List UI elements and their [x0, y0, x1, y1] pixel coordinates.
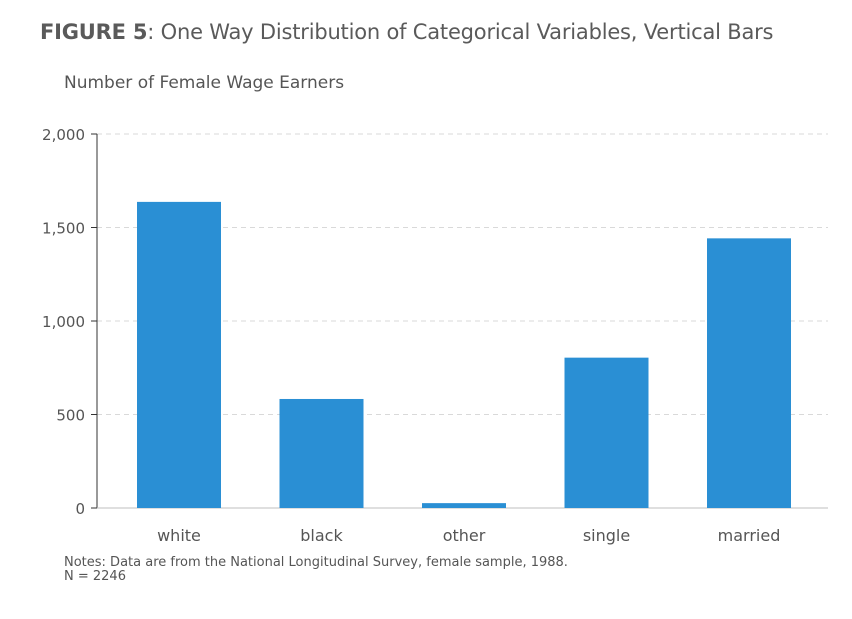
- y-tick-label-4: 2,000: [42, 126, 85, 144]
- bar-black: [279, 398, 364, 508]
- y-tick-label-2: 1,000: [42, 313, 85, 331]
- chart-notes: Notes: Data are from the National Longit…: [64, 556, 568, 584]
- figure-title-text: : One Way Distribution of Categorical Va…: [147, 20, 774, 44]
- bar-white: [137, 201, 221, 509]
- notes-sample-size: N = 2246: [64, 569, 126, 584]
- bar-single: [564, 357, 649, 508]
- y-tick-label-3: 1,500: [42, 220, 85, 238]
- bar-other: [422, 503, 506, 508]
- figure-title: FIGURE 5: One Way Distribution of Catego…: [40, 20, 773, 44]
- bar-married: [707, 238, 791, 508]
- notes-source: Notes: Data are from the National Longit…: [64, 555, 568, 570]
- x-tick-label-black: black: [300, 526, 343, 545]
- figure-number: FIGURE 5: [40, 20, 148, 44]
- y-tick-label-0: 0: [75, 500, 85, 518]
- x-tick-label-other: other: [443, 526, 486, 545]
- y-axis-label: Number of Female Wage Earners: [64, 73, 345, 93]
- x-tick-label-single: single: [583, 526, 630, 545]
- x-tick-label-married: married: [718, 526, 781, 545]
- y-tick-label-1: 500: [56, 407, 85, 425]
- x-tick-label-white: white: [157, 526, 201, 545]
